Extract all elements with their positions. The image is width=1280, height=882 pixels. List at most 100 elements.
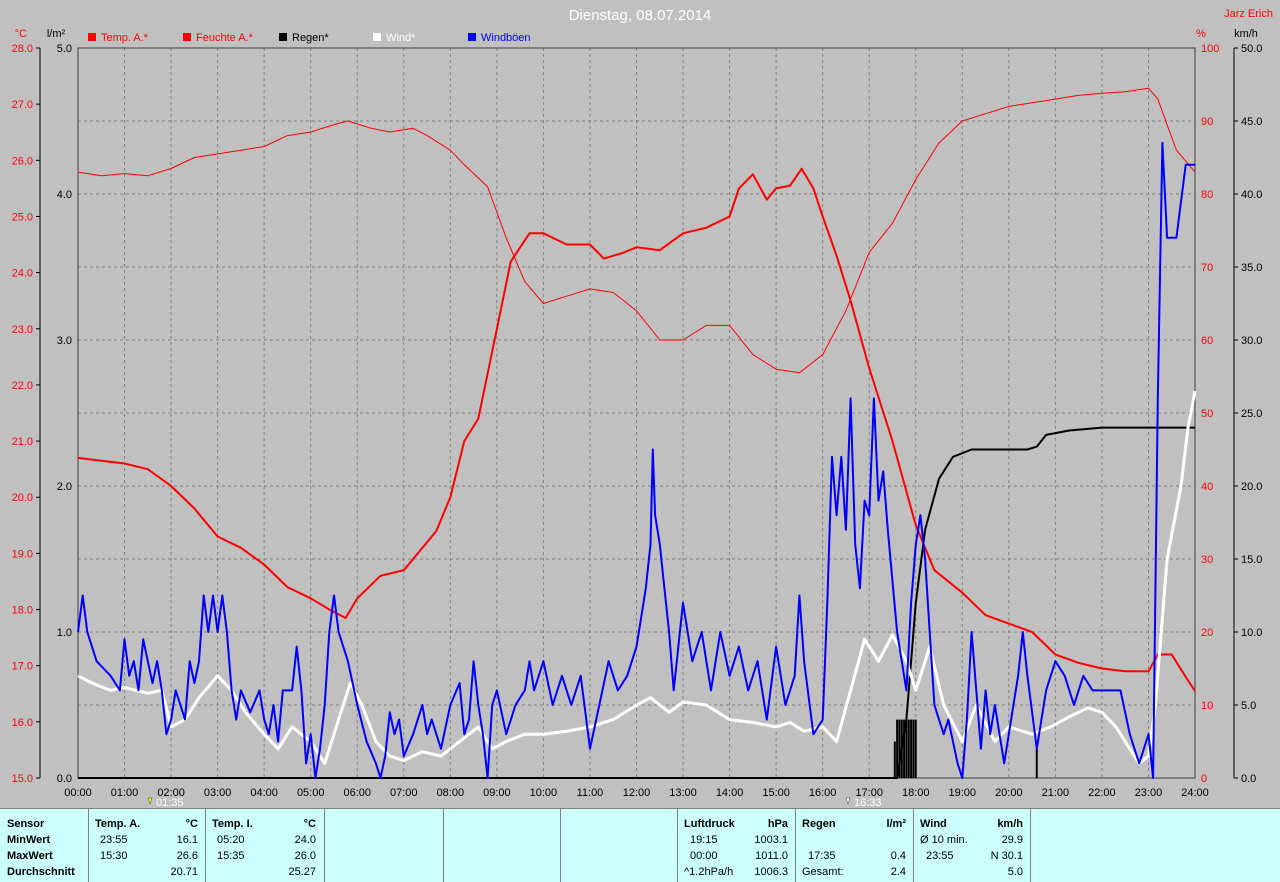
temp-tick-label: 21.0 <box>12 436 33 448</box>
pressure-min-time: 19:15 <box>690 834 718 846</box>
row-label-max: MaxWert <box>7 850 53 862</box>
temp-tick-label: 23.0 <box>12 324 33 336</box>
temp-line <box>77 167 1196 692</box>
temp-a-max-time: 15:30 <box>100 850 128 862</box>
humidity-tick-label: 60 <box>1201 335 1213 347</box>
x-tick-label: 02:00 <box>157 787 185 799</box>
legend-swatch-rain <box>279 33 287 41</box>
x-tick-label: 20:00 <box>995 787 1023 799</box>
pressure-unit: hPa <box>767 818 788 830</box>
temp-tick-label: 19.0 <box>12 548 33 560</box>
x-tick-label: 18:00 <box>902 787 930 799</box>
temp-a-header: Temp. A. <box>95 818 141 830</box>
x-tick-label: 10:00 <box>530 787 558 799</box>
wind-line <box>77 390 1197 765</box>
min-marker-icon <box>147 797 153 805</box>
rain-unit: l/m² <box>886 818 906 830</box>
row-label-avg: Durchschnitt <box>7 866 75 878</box>
x-tick-label: 07:00 <box>390 787 418 799</box>
temp-a-min-time: 23:55 <box>100 834 128 846</box>
wind-max-time: 23:55 <box>926 850 954 862</box>
rain-line <box>78 426 1195 779</box>
wind-tick-label: 5.0 <box>1241 700 1256 712</box>
min-max-markers: 01:35 16:33 <box>147 797 882 808</box>
rain-tick-label: 0.0 <box>57 773 72 785</box>
rain-tick-label: 2.0 <box>57 481 72 493</box>
temp-tick-label: 16.0 <box>12 717 33 729</box>
wind-header: Wind <box>920 818 947 830</box>
wind-max-value: N 30.1 <box>990 850 1023 862</box>
wind-tick-label: 50.0 <box>1241 43 1262 55</box>
temp-a-min-value: 16.1 <box>176 834 198 846</box>
x-tick-label: 01:00 <box>111 787 139 799</box>
x-tick-label: 23:00 <box>1135 787 1163 799</box>
x-tick-label: 22:00 <box>1088 787 1116 799</box>
temp-tick-label: 24.0 <box>12 268 33 280</box>
temp-tick-label: 15.0 <box>12 773 33 785</box>
x-tick-label: 17:00 <box>855 787 883 799</box>
legend-label-rain: Regen* <box>292 32 329 44</box>
legend-label-humidity: Feuchte A.* <box>196 32 254 44</box>
pressure-avg-value: 1006.3 <box>754 866 788 878</box>
temp-tick-label: 20.0 <box>12 492 33 504</box>
temp-tick-label: 27.0 <box>12 99 33 111</box>
series-group <box>77 87 1197 779</box>
humidity-tick-label: 70 <box>1201 262 1213 274</box>
stats-divider <box>88 809 89 882</box>
x-tick-label: 19:00 <box>949 787 977 799</box>
temp-i-unit: °C <box>303 818 316 830</box>
x-tick-label: 24:00 <box>1181 787 1209 799</box>
x-tick-label: 09:00 <box>483 787 511 799</box>
stats-divider <box>443 809 444 882</box>
stats-panel: Sensor MinWert MaxWert Durchschnitt Temp… <box>0 808 1280 882</box>
wind-tick-label: 10.0 <box>1241 627 1262 639</box>
temp-i-min-time: 05:20 <box>217 834 245 846</box>
temp-tick-label: 25.0 <box>12 211 33 223</box>
pressure-max-value: 1011.0 <box>755 850 788 862</box>
max-marker-icon <box>845 797 851 805</box>
stats-divider <box>560 809 561 882</box>
humidity-line <box>77 87 1196 374</box>
wind-tick-label: 30.0 <box>1241 335 1262 347</box>
pressure-header: Luftdruck <box>684 818 735 830</box>
x-tick-label: 15:00 <box>762 787 790 799</box>
rain-max-time: 17:35 <box>808 850 836 862</box>
max-marker-label: 16:33 <box>854 797 882 808</box>
wind-avg-value: 5.0 <box>1007 866 1023 878</box>
x-tick-label: 11:00 <box>577 787 604 799</box>
temp-a-avg-value: 20.71 <box>170 866 198 878</box>
temp-tick-label: 28.0 <box>12 43 33 55</box>
stats-divider <box>205 809 206 882</box>
humidity-tick-label: 90 <box>1201 116 1213 128</box>
wind-avg10-value: 29.9 <box>1001 834 1023 846</box>
humidity-tick-label: 0 <box>1201 773 1207 785</box>
legend-swatch-temp <box>88 33 96 41</box>
temp-i-header: Temp. I. <box>212 818 253 830</box>
rain-tick-label: 5.0 <box>57 43 72 55</box>
x-tick-label: 00:00 <box>64 787 92 799</box>
x-tick-label: 05:00 <box>297 787 325 799</box>
temp-tick-label: 22.0 <box>12 380 33 392</box>
legend-label-temp: Temp. A.* <box>101 32 149 44</box>
humidity-tick-label: 50 <box>1201 408 1213 420</box>
wind-unit: km/h <box>997 818 1023 830</box>
wind-avg10-label: Ø 10 min. <box>920 834 968 846</box>
temp-tick-label: 17.0 <box>12 661 33 673</box>
rain-total-value: 2.4 <box>890 866 906 878</box>
gust-line <box>77 141 1195 779</box>
x-tick-label: 16:00 <box>809 787 837 799</box>
temp-i-min-value: 24.0 <box>294 834 316 846</box>
chart-title: Dienstag, 08.07.2014 <box>569 7 712 24</box>
temp-i-max-value: 26.0 <box>294 850 316 862</box>
tick-labels: 00:00 01:00 02:00 03:00 04:00 05:00 06:00 07:00… <box>12 43 1263 799</box>
rain-tick-label: 4.0 <box>57 189 72 201</box>
temp-tick-label: 18.0 <box>12 605 33 617</box>
x-tick-label: 21:00 <box>1042 787 1070 799</box>
legend-swatch-wind <box>373 33 381 41</box>
temp-i-max-time: 15:35 <box>217 850 245 862</box>
x-tick-label: 13:00 <box>669 787 697 799</box>
rain-tick-label: 1.0 <box>57 627 72 639</box>
stats-divider <box>1030 809 1031 882</box>
rain-total-label: Gesamt: <box>802 866 844 878</box>
sensor-header: Sensor <box>7 818 45 830</box>
